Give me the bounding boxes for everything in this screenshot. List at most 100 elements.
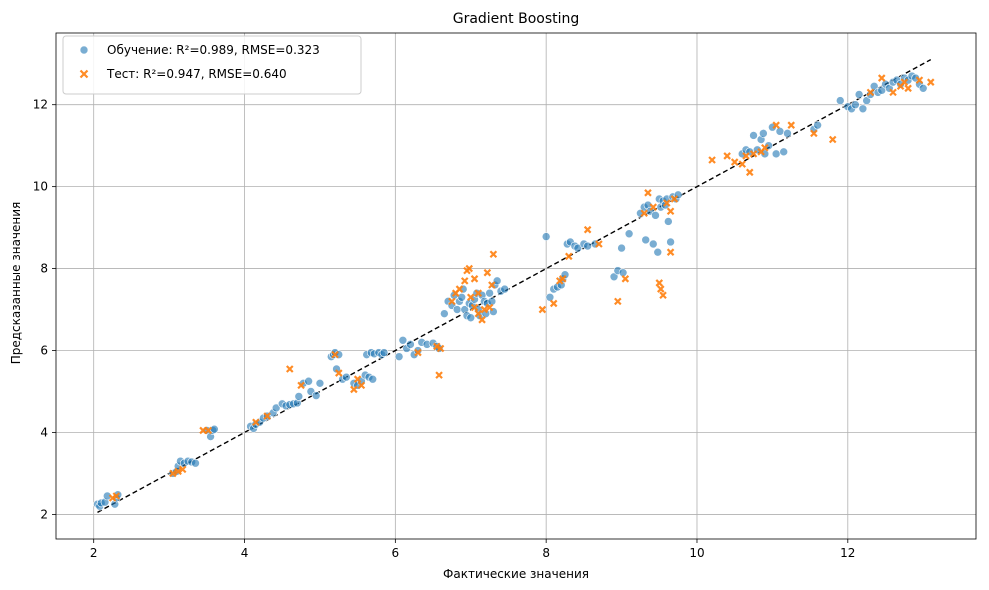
test-point xyxy=(889,88,897,97)
train-point xyxy=(869,81,879,91)
test-point xyxy=(204,426,213,435)
train-point xyxy=(779,147,789,157)
test-point xyxy=(565,252,573,261)
y-tick-label: 6 xyxy=(40,344,48,358)
train-point xyxy=(858,104,868,114)
train-point xyxy=(609,272,619,282)
train-point xyxy=(452,305,462,314)
test-point xyxy=(436,344,445,353)
train-point xyxy=(398,335,408,345)
y-tick-label: 8 xyxy=(40,262,48,276)
reference-line-layer xyxy=(97,59,932,513)
test-point xyxy=(483,268,492,277)
train-point xyxy=(617,243,626,253)
test-point xyxy=(353,375,362,383)
test-point xyxy=(670,195,679,203)
test-point xyxy=(485,303,494,312)
legend-box xyxy=(62,35,362,95)
train-point xyxy=(457,292,467,302)
train-point xyxy=(624,229,634,239)
train-point xyxy=(768,122,777,132)
x-tick-label: 8 xyxy=(542,546,550,560)
test-point xyxy=(466,293,475,302)
train-point xyxy=(466,313,476,323)
train-point xyxy=(271,403,281,413)
test-point xyxy=(655,279,664,287)
x-tick-label: 10 xyxy=(689,546,704,560)
train-point xyxy=(191,458,200,468)
train-point xyxy=(648,239,658,249)
series-test xyxy=(108,74,935,502)
test-point xyxy=(263,412,271,420)
test-point xyxy=(866,88,875,97)
test-point xyxy=(448,297,456,306)
test-point xyxy=(178,465,187,474)
test-point xyxy=(742,152,750,160)
y-tick-label: 4 xyxy=(40,425,48,439)
test-point xyxy=(877,74,886,82)
train-point xyxy=(413,346,423,355)
test-point xyxy=(489,250,498,259)
series-train xyxy=(93,71,928,511)
test-point xyxy=(252,418,260,427)
test-point xyxy=(460,277,469,285)
grid xyxy=(56,33,976,539)
train-point xyxy=(541,232,551,241)
train-point xyxy=(332,364,341,374)
train-point xyxy=(315,379,325,388)
train-point xyxy=(368,374,378,384)
test-point xyxy=(772,121,780,129)
train-point xyxy=(545,292,555,302)
test-point xyxy=(474,289,483,297)
train-point xyxy=(835,96,845,105)
test-point xyxy=(112,492,121,500)
test-point xyxy=(433,342,441,351)
train-point xyxy=(896,79,905,89)
test-point xyxy=(455,285,464,293)
test-point xyxy=(335,369,343,377)
test-point xyxy=(787,121,796,129)
legend-train-label: Обучение: R²=0.989, RMSE=0.323 xyxy=(107,43,320,57)
ticks: 2 4 6 8 10 12 2 4 6 8 10 12 xyxy=(33,98,856,560)
x-tick-label: 4 xyxy=(241,546,249,560)
test-point xyxy=(350,385,358,394)
train-point xyxy=(666,237,675,247)
train-point xyxy=(573,243,583,253)
test-point xyxy=(538,305,547,314)
test-point xyxy=(738,160,747,168)
train-point xyxy=(500,284,509,294)
legend: Обучение: R²=0.989, RMSE=0.323 Тест: R²=… xyxy=(62,35,362,95)
test-point xyxy=(900,78,909,86)
y-tick-label: 10 xyxy=(33,180,48,194)
test-point xyxy=(414,348,422,357)
test-point xyxy=(478,316,486,324)
test-point xyxy=(621,275,630,283)
test-point xyxy=(640,209,648,218)
train-point xyxy=(485,288,494,298)
train-point xyxy=(210,424,219,434)
test-point xyxy=(708,156,716,164)
y-tick-label: 2 xyxy=(40,507,48,521)
test-point xyxy=(465,264,474,273)
y-axis-label: Предсказанные значения xyxy=(9,202,23,365)
train-point xyxy=(394,352,404,361)
test-point xyxy=(644,189,652,197)
test-point xyxy=(730,158,739,166)
test-point xyxy=(470,303,479,312)
test-point xyxy=(926,78,935,86)
train-point xyxy=(771,149,781,159)
test-point xyxy=(659,291,667,299)
train-point xyxy=(851,100,860,110)
test-point xyxy=(649,203,658,211)
test-point xyxy=(108,494,117,502)
train-point xyxy=(583,241,592,251)
test-point xyxy=(761,143,769,152)
legend-test-label: Тест: R²=0.947, RMSE=0.640 xyxy=(106,67,287,81)
x-axis-label: Фактические значения xyxy=(443,567,589,581)
legend-test-marker xyxy=(79,69,89,79)
train-point xyxy=(653,247,663,257)
train-point xyxy=(813,120,822,130)
test-point xyxy=(666,207,675,216)
x-tick-label: 2 xyxy=(90,546,98,560)
